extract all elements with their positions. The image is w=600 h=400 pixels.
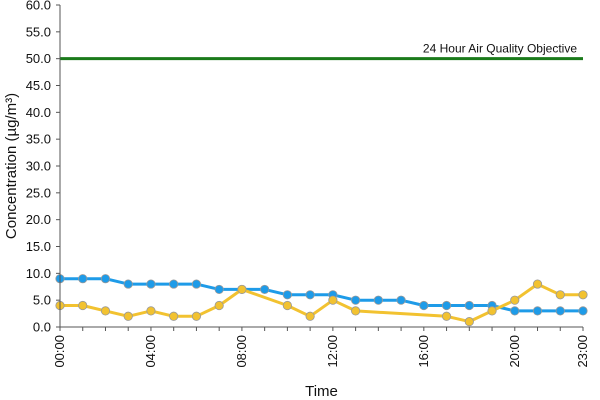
reference-line-label: 24 Hour Air Quality Objective: [423, 42, 577, 56]
series-1-point: [532, 306, 543, 316]
series-2-point: [123, 311, 133, 321]
series-2-point: [532, 279, 543, 289]
y-tick-label: 5.0: [33, 293, 51, 308]
series-2-point: [578, 290, 588, 300]
series-1-point: [282, 290, 292, 300]
y-tick-label: 55.0: [26, 24, 51, 39]
series-2-point: [100, 306, 111, 316]
series-1-point: [146, 279, 156, 289]
y-tick-label: 30.0: [26, 159, 51, 174]
y-tick-label: 0.0: [33, 320, 51, 335]
series-1-point: [123, 279, 133, 289]
series-1-point: [419, 300, 429, 311]
series-2-point: [214, 300, 224, 311]
y-tick-label: 25.0: [26, 185, 51, 200]
series-2-point: [464, 317, 474, 327]
x-tick-label: 00:00: [52, 335, 67, 368]
series-1-point: [169, 279, 179, 289]
series-1-point: [191, 279, 202, 289]
series-2-point: [305, 311, 315, 321]
series-2: [55, 279, 588, 327]
y-tick-label: 15.0: [26, 239, 51, 254]
series-1-point: [441, 300, 452, 311]
y-tick-label: 50.0: [26, 51, 51, 66]
series-1-point: [351, 295, 361, 305]
series-1-point: [214, 284, 224, 295]
series-1-point: [260, 284, 270, 295]
x-axis-title: Time: [305, 383, 338, 400]
series-1-point: [555, 306, 565, 316]
series-2-point: [510, 295, 520, 305]
series-2-point: [487, 306, 497, 316]
series-2-point: [328, 295, 338, 305]
series-2-line: [58, 282, 585, 324]
series-1-point: [305, 290, 315, 300]
series-2-point: [282, 300, 292, 311]
series-2-point: [146, 306, 156, 316]
series-2-point: [78, 300, 88, 311]
y-tick-label: 10.0: [26, 266, 51, 281]
series-1-point: [100, 274, 111, 284]
series-2-point: [351, 306, 361, 316]
y-tick-label: 20.0: [26, 212, 51, 227]
y-tick-label: 40.0: [26, 105, 51, 120]
y-tick-label: 60.0: [26, 0, 51, 13]
x-tick-label: 08:00: [234, 335, 249, 368]
axes-group: 0.0 5.0 10.0 15.0 20.0 25.0 30.0 35.0 40.0 45.0 50…: [26, 0, 590, 368]
series-group: [55, 274, 588, 327]
series-1-point: [78, 274, 88, 284]
series-1-point: [396, 295, 406, 305]
series-2-point: [441, 311, 452, 321]
series-1-point: [464, 300, 474, 311]
series-2-point: [191, 311, 202, 321]
series-1-point: [510, 306, 520, 316]
series-1-point: [373, 295, 383, 305]
series-2-point: [237, 284, 247, 295]
series-2-point: [555, 290, 565, 300]
x-tick-label: 23:00: [575, 335, 590, 368]
x-tick-label: 20:00: [507, 335, 522, 368]
series-2-point: [169, 311, 179, 321]
y-axis-title: Concentration (µg/m³): [3, 93, 20, 239]
y-tick-label: 35.0: [26, 132, 51, 147]
x-tick-label: 04:00: [143, 335, 158, 368]
x-tick-label: 16:00: [416, 335, 431, 368]
x-tick-label: 12:00: [325, 335, 340, 368]
series-1-point: [578, 306, 588, 316]
y-tick-label: 45.0: [26, 78, 51, 93]
